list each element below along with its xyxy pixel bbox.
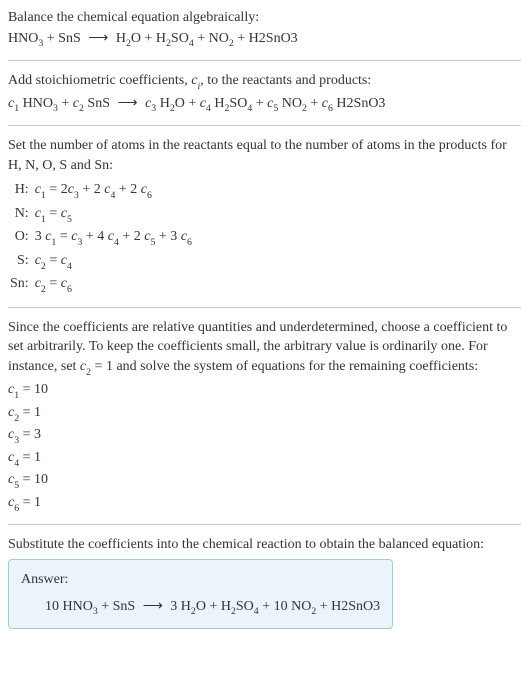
- divider: [8, 524, 521, 525]
- coefficient-row: c4 = 1: [8, 448, 521, 470]
- arrow-icon: ⟶: [84, 29, 112, 45]
- element-label: S:: [10, 250, 35, 274]
- equation-value: 3 c1 = c3 + 4 c4 + 2 c5 + 3 c6: [35, 226, 198, 250]
- divider: [8, 60, 521, 61]
- arrow-icon: ⟶: [139, 597, 167, 613]
- equation-row: H:c1 = 2c3 + 2 c4 + 2 c6: [10, 179, 198, 203]
- equation-row: N:c1 = c5: [10, 203, 198, 227]
- equation-value: c2 = c4: [35, 250, 198, 274]
- equation-row: S:c2 = c4: [10, 250, 198, 274]
- coefficient-row: c2 = 1: [8, 403, 521, 425]
- element-label: O:: [10, 226, 35, 250]
- coefficient-row: c6 = 1: [8, 493, 521, 515]
- answer-box: Answer: 10 HNO3 + SnS ⟶ 3 H2O + H2SO4 + …: [8, 559, 393, 629]
- final-section: Substitute the coefficients into the che…: [8, 535, 521, 629]
- choose-section: Since the coefficients are relative quan…: [8, 318, 521, 515]
- element-label: H:: [10, 179, 35, 203]
- element-label: Sn:: [10, 273, 35, 297]
- choose-text: Since the coefficients are relative quan…: [8, 318, 521, 379]
- atoms-text: Set the number of atoms in the reactants…: [8, 136, 521, 175]
- final-text: Substitute the coefficients into the che…: [8, 535, 521, 555]
- stoich-section: Add stoichiometric coefficients, ci, to …: [8, 71, 521, 115]
- equation-value: c1 = c5: [35, 203, 198, 227]
- equation-row: O:3 c1 = c3 + 4 c4 + 2 c5 + 3 c6: [10, 226, 198, 250]
- atoms-section: Set the number of atoms in the reactants…: [8, 136, 521, 297]
- divider: [8, 307, 521, 308]
- equation-row: Sn:c2 = c6: [10, 273, 198, 297]
- element-label: N:: [10, 203, 35, 227]
- answer-label: Answer:: [21, 570, 380, 590]
- coefficient-row: c3 = 3: [8, 425, 521, 447]
- arrow-icon: ⟶: [113, 94, 141, 110]
- coefficient-row: c5 = 10: [8, 470, 521, 492]
- intro-text: Balance the chemical equation algebraica…: [8, 8, 521, 28]
- intro-section: Balance the chemical equation algebraica…: [8, 8, 521, 50]
- atoms-equations-table: H:c1 = 2c3 + 2 c4 + 2 c6N:c1 = c5O:3 c1 …: [10, 179, 198, 297]
- balanced-equation: 10 HNO3 + SnS ⟶ 3 H2O + H2SO4 + 10 NO2 +…: [21, 596, 380, 619]
- unbalanced-equation: HNO3 + SnS ⟶ H2O + H2SO4 + NO2 + H2SnO3: [8, 28, 521, 51]
- stoich-text: Add stoichiometric coefficients, ci, to …: [8, 71, 521, 93]
- coefficient-list: c1 = 10c2 = 1c3 = 3c4 = 1c5 = 10c6 = 1: [8, 380, 521, 514]
- equation-value: c2 = c6: [35, 273, 198, 297]
- equation-value: c1 = 2c3 + 2 c4 + 2 c6: [35, 179, 198, 203]
- divider: [8, 125, 521, 126]
- coefficient-row: c1 = 10: [8, 380, 521, 402]
- stoich-equation: c1 HNO3 + c2 SnS ⟶ c3 H2O + c4 H2SO4 + c…: [8, 93, 521, 116]
